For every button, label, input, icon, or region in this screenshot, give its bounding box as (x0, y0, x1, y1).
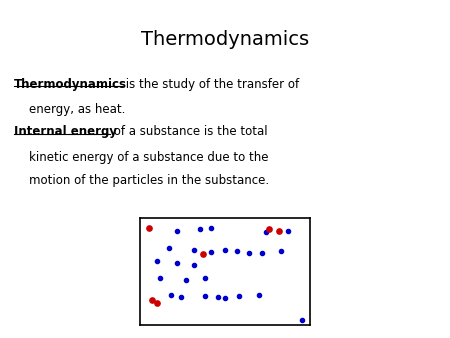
Text: is the study of the transfer of: is the study of the transfer of (122, 78, 300, 91)
Text: motion of the particles in the substance.: motion of the particles in the substance… (29, 174, 270, 187)
Text: Thermodynamics: Thermodynamics (141, 30, 309, 49)
Text: Internal energy: Internal energy (14, 125, 117, 138)
Text: Thermodynamics: Thermodynamics (14, 78, 126, 91)
Text: kinetic energy of a substance due to the: kinetic energy of a substance due to the (29, 151, 269, 164)
Text: energy, as heat.: energy, as heat. (29, 103, 126, 116)
Text: of a substance is the total: of a substance is the total (110, 125, 268, 138)
